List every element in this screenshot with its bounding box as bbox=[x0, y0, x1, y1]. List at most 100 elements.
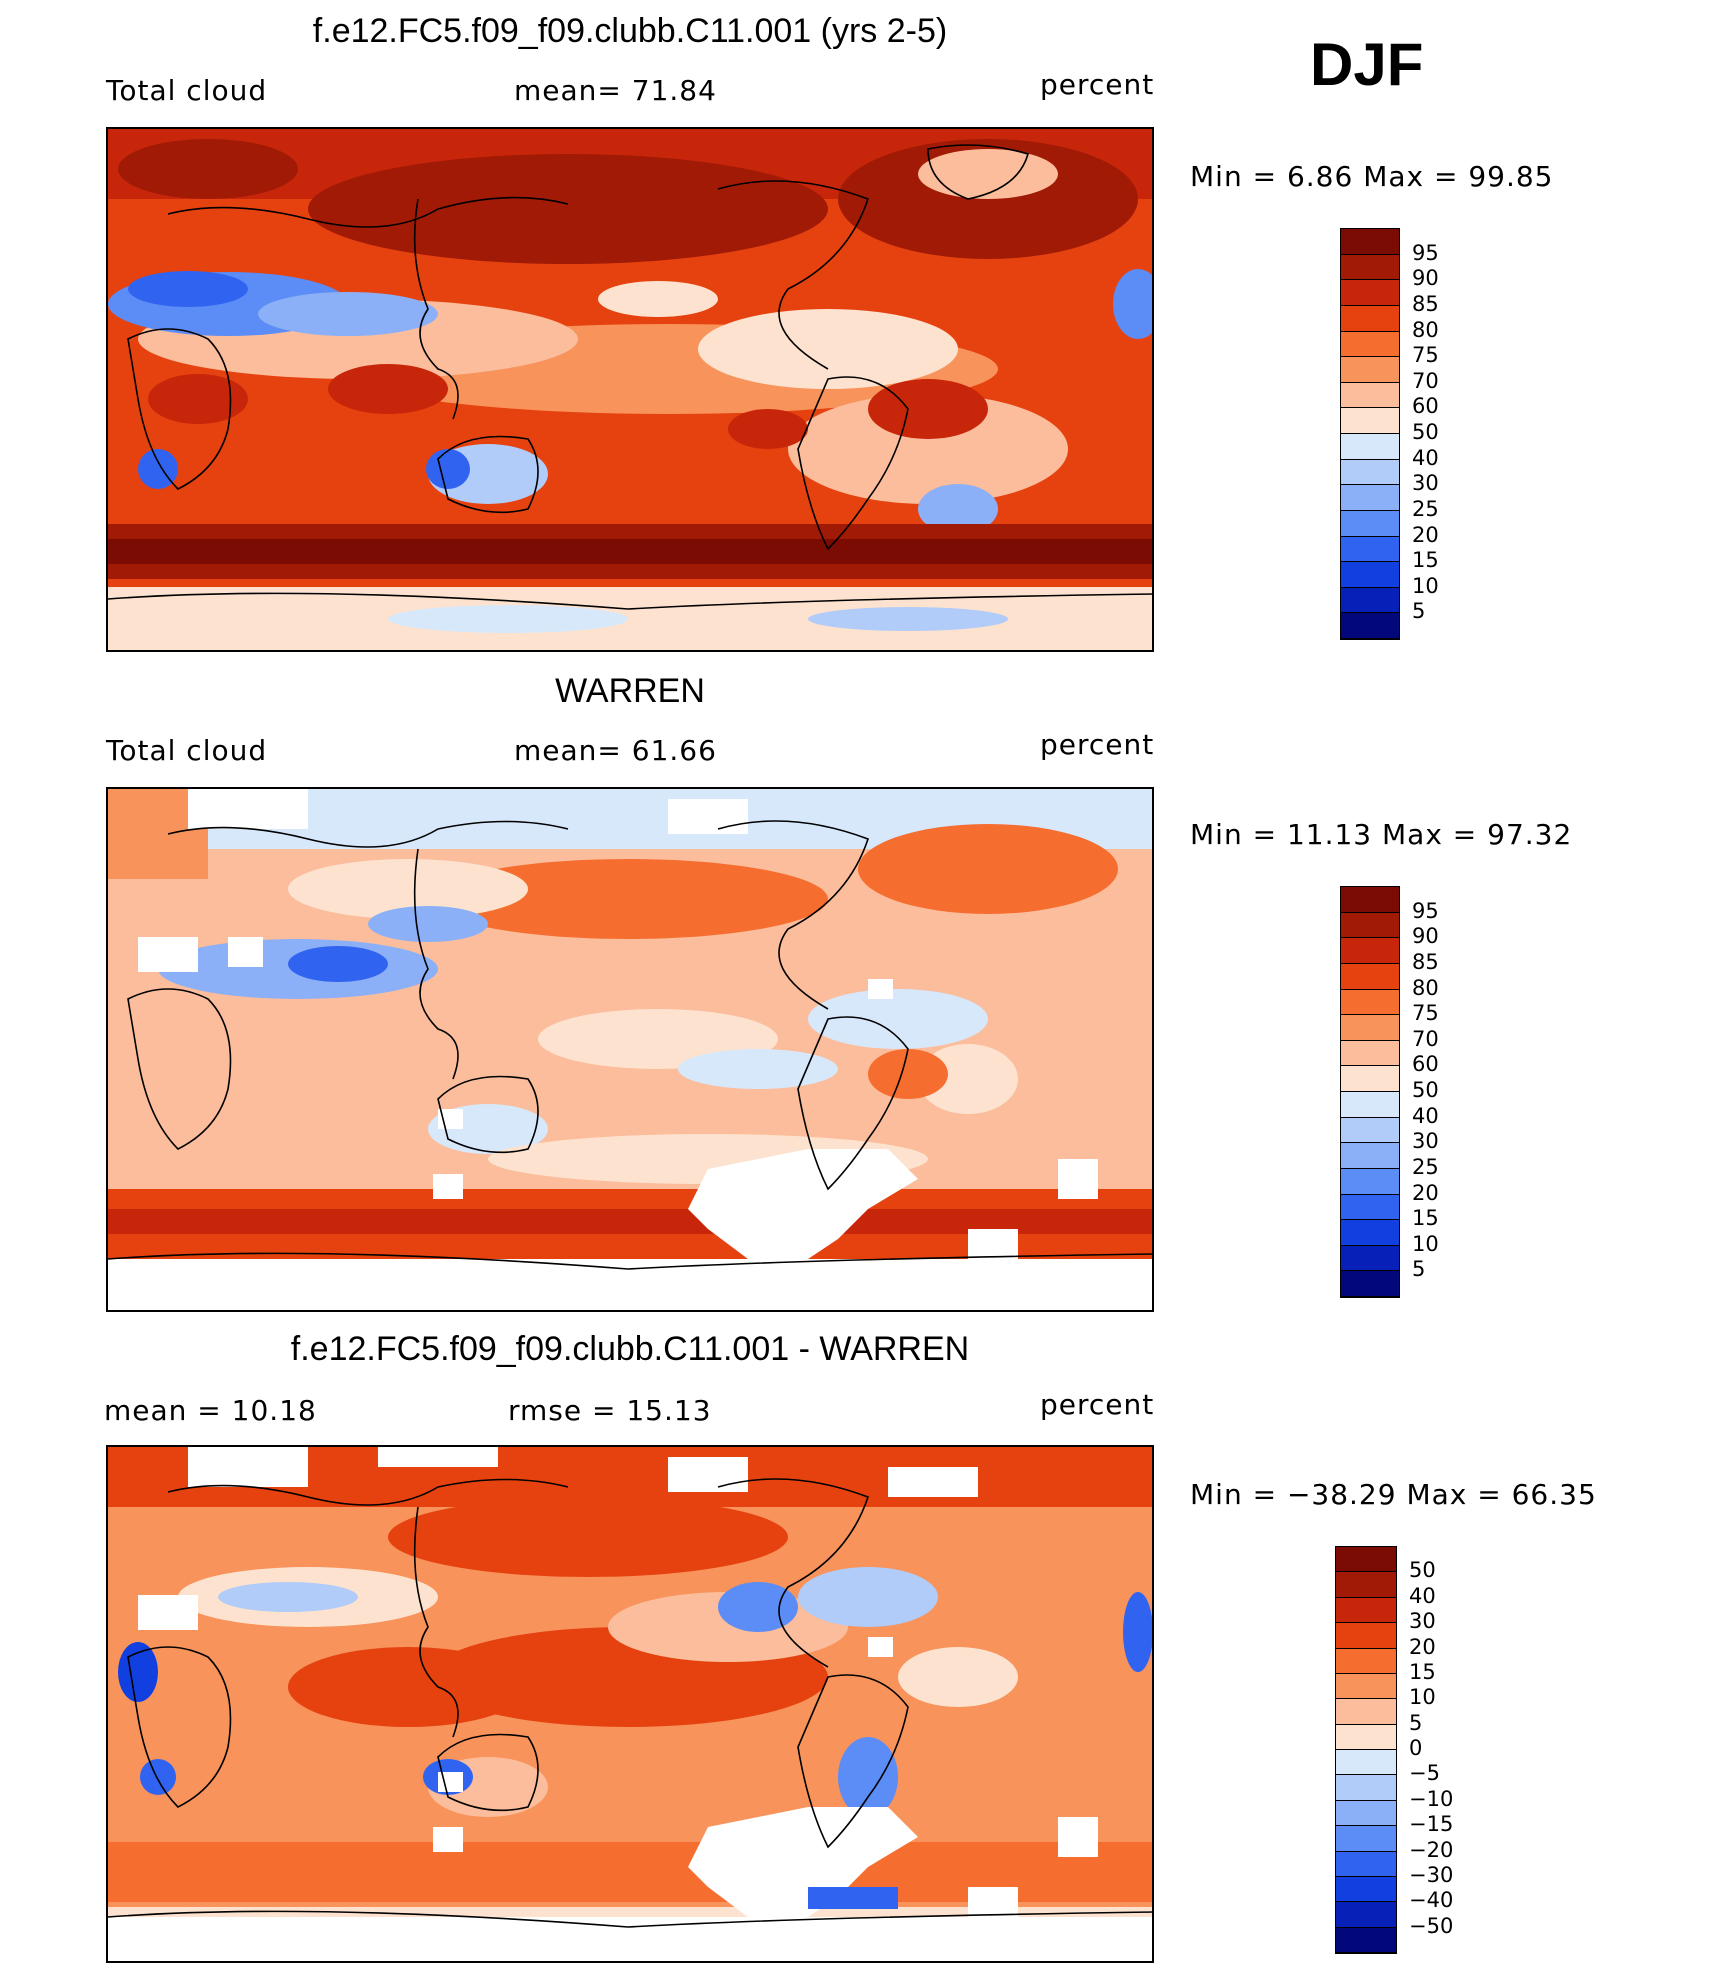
units-label: percent bbox=[1040, 1388, 1155, 1421]
colorbar-tick-label: −40 bbox=[1409, 1888, 1454, 1913]
colorbar-tick-label: 20 bbox=[1412, 1180, 1439, 1205]
colorbar-swatch bbox=[1341, 587, 1399, 614]
colorbar-swatch bbox=[1341, 536, 1399, 563]
colorbar-swatch bbox=[1336, 1648, 1396, 1674]
colorbar-swatch bbox=[1336, 1851, 1396, 1877]
colorbar-tick-label: 25 bbox=[1412, 496, 1439, 521]
colorbar-swatch bbox=[1341, 331, 1399, 358]
min-max-label: Min = 11.13 Max = 97.32 bbox=[1190, 818, 1573, 851]
colorbar-tick-label: 50 bbox=[1412, 1078, 1439, 1102]
panel-title: f.e12.FC5.f09_f09.clubb.C11.001 (yrs 2-5… bbox=[312, 12, 948, 50]
colorbar-swatch bbox=[1336, 1902, 1396, 1928]
colorbar-tick-label: 80 bbox=[1412, 317, 1439, 342]
colorbar-swatch bbox=[1336, 1623, 1396, 1649]
colorbar-tick-label: 50 bbox=[1409, 1558, 1436, 1583]
colorbar-swatch bbox=[1336, 1876, 1396, 1903]
colorbar-swatch bbox=[1341, 1168, 1399, 1195]
colorbar-tick-label: 10 bbox=[1412, 573, 1439, 598]
colorbar-tick-label: 95 bbox=[1412, 240, 1439, 265]
colorbar-swatch bbox=[1341, 613, 1399, 639]
colorbar-swatch bbox=[1341, 459, 1399, 486]
colorbar-tick-label: 0 bbox=[1409, 1736, 1423, 1760]
colorbar-tick-label: 25 bbox=[1412, 1154, 1439, 1179]
colorbar-swatch bbox=[1336, 1547, 1396, 1573]
colorbar-tick-label: 70 bbox=[1412, 1026, 1439, 1051]
colorbar-swatch bbox=[1341, 1092, 1399, 1118]
colorbar-tick-label: 75 bbox=[1412, 343, 1439, 368]
colorbar-swatch bbox=[1341, 305, 1399, 332]
map-model-total-cloud bbox=[106, 127, 1154, 652]
colorbar-swatch bbox=[1341, 357, 1399, 383]
units-label: percent bbox=[1040, 728, 1155, 761]
min-max-label: Min = 6.86 Max = 99.85 bbox=[1190, 160, 1554, 193]
colorbar-swatch bbox=[1336, 1673, 1396, 1700]
colorbar-swatch bbox=[1341, 485, 1399, 511]
map-difference bbox=[106, 1445, 1154, 1963]
colorbar-tick-label: 40 bbox=[1409, 1583, 1436, 1608]
colorbar-tick-label: 30 bbox=[1409, 1609, 1436, 1634]
panel-title: WARREN bbox=[555, 672, 705, 710]
colorbar-tick-label: 30 bbox=[1412, 471, 1439, 496]
colorbar-swatch bbox=[1341, 963, 1399, 990]
colorbar-tick-label: 70 bbox=[1412, 368, 1439, 393]
colorbar-tick-label: 40 bbox=[1412, 445, 1439, 470]
colorbar-tick-label: 15 bbox=[1412, 1206, 1439, 1231]
colorbar-tick-label: −15 bbox=[1409, 1812, 1454, 1837]
colorbar-swatch bbox=[1336, 1775, 1396, 1801]
colorbar-swatch bbox=[1341, 1015, 1399, 1041]
colorbar-swatch bbox=[1341, 887, 1399, 913]
colorbar-swatch bbox=[1336, 1826, 1396, 1852]
season-label: DJF bbox=[1310, 31, 1424, 98]
colorbar-swatch bbox=[1336, 1699, 1396, 1725]
colorbar-tick-label: 30 bbox=[1412, 1129, 1439, 1154]
colorbar-tick-label: 95 bbox=[1412, 898, 1439, 923]
colorbar-swatch bbox=[1341, 1143, 1399, 1169]
colorbar-swatch bbox=[1336, 1800, 1396, 1827]
colorbar-swatch bbox=[1341, 382, 1399, 409]
colorbar-tick-label: −30 bbox=[1409, 1862, 1454, 1887]
colorbar-swatch bbox=[1341, 1066, 1399, 1092]
colorbar-swatch bbox=[1341, 1220, 1399, 1246]
colorbar-swatch bbox=[1336, 1750, 1396, 1776]
colorbar-swatch bbox=[1341, 912, 1399, 939]
colorbar bbox=[1335, 1546, 1397, 1954]
colorbar-tick-label: −20 bbox=[1409, 1837, 1454, 1862]
map-warren-total-cloud bbox=[106, 787, 1154, 1312]
colorbar-tick-label: 15 bbox=[1412, 548, 1439, 573]
colorbar-tick-label: 10 bbox=[1412, 1231, 1439, 1256]
colorbar-swatch bbox=[1341, 989, 1399, 1016]
colorbar-swatch bbox=[1341, 254, 1399, 281]
colorbar-swatch bbox=[1341, 280, 1399, 306]
colorbar-tick-label: 85 bbox=[1412, 949, 1439, 974]
colorbar-tick-label: 80 bbox=[1412, 975, 1439, 1000]
colorbar-swatch bbox=[1341, 1040, 1399, 1067]
mean-label: mean= 61.66 bbox=[514, 734, 717, 767]
colorbar-tick-label: 20 bbox=[1412, 522, 1439, 547]
panel-title: f.e12.FC5.f09_f09.clubb.C11.001 - WARREN bbox=[290, 1330, 970, 1368]
colorbar-tick-label: 20 bbox=[1409, 1634, 1436, 1659]
colorbar-tick-label: 15 bbox=[1409, 1659, 1436, 1684]
colorbar-swatch bbox=[1341, 938, 1399, 964]
colorbar bbox=[1340, 886, 1400, 1298]
colorbar-tick-label: −5 bbox=[1409, 1761, 1440, 1786]
colorbar-tick-label: 5 bbox=[1409, 1710, 1423, 1735]
colorbar-tick-label: 90 bbox=[1412, 924, 1439, 949]
colorbar-tick-label: 85 bbox=[1412, 291, 1439, 316]
colorbar-tick-label: 50 bbox=[1412, 420, 1439, 444]
colorbar-tick-label: 40 bbox=[1412, 1103, 1439, 1128]
units-label: percent bbox=[1040, 68, 1155, 101]
colorbar-tick-label: −50 bbox=[1409, 1913, 1454, 1938]
colorbar-swatch bbox=[1336, 1927, 1396, 1953]
left-label: Total cloud bbox=[106, 74, 268, 107]
left-label: Total cloud bbox=[106, 734, 268, 767]
colorbar-tick-label: 60 bbox=[1412, 394, 1439, 419]
colorbar-tick-label: 60 bbox=[1412, 1052, 1439, 1077]
colorbar bbox=[1340, 228, 1400, 640]
colorbar-tick-label: 5 bbox=[1412, 1257, 1426, 1282]
colorbar-swatch bbox=[1341, 229, 1399, 255]
colorbar-tick-label: 10 bbox=[1409, 1685, 1436, 1710]
colorbar-tick-label: 90 bbox=[1412, 266, 1439, 291]
colorbar-swatch bbox=[1341, 1194, 1399, 1221]
colorbar-swatch bbox=[1341, 562, 1399, 588]
colorbar-swatch bbox=[1336, 1724, 1396, 1750]
